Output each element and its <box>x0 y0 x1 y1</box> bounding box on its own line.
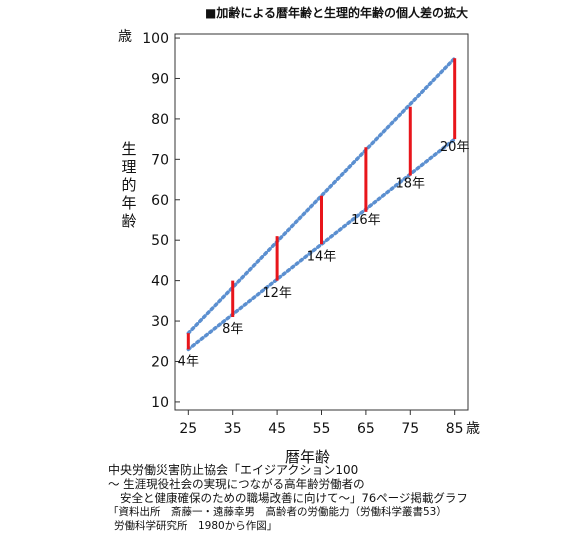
x-tick-label: 45 <box>268 421 286 437</box>
gap-label: 16年 <box>351 213 381 228</box>
y-tick-label: 90 <box>151 71 169 87</box>
x-tick-label: 25 <box>179 421 197 437</box>
gap-label: 14年 <box>307 249 337 264</box>
y-tick-label: 60 <box>151 193 169 209</box>
chart-title: ■加齢による暦年齢と生理的年齢の個人差の拡大 <box>205 6 468 20</box>
y-axis-unit: 歳 <box>118 29 132 45</box>
gap-label: 20年 <box>440 140 470 155</box>
x-axis-label: 暦年齢 <box>285 448 331 466</box>
gap-label: 18年 <box>396 177 426 192</box>
y-tick-label: 10 <box>151 395 169 411</box>
source-line-1: 中央労働災害防止協会「エイジアクション100 <box>108 463 359 477</box>
source-line-2: ～ 生涯現役社会の実現につながる高年齢労働者の <box>108 477 365 491</box>
y-tick-label: 20 <box>151 354 169 370</box>
x-tick-label: 65 <box>357 421 375 437</box>
x-tick-label: 85 <box>446 421 464 437</box>
gap-label: 4年 <box>178 355 199 370</box>
source-line-4: 「資料出所 斎藤一・遠藤幸男 高齢者の労働能力（労働科学叢書53） <box>108 506 447 518</box>
x-axis-unit: 歳 <box>466 421 480 437</box>
y-tick-label: 40 <box>151 274 169 290</box>
y-tick-label: 100 <box>142 31 169 47</box>
gap-label: 8年 <box>222 322 243 337</box>
x-tick-label: 55 <box>313 421 331 437</box>
x-tick-label: 75 <box>401 421 419 437</box>
source-line-5: 労働科学研究所 1980から作図」 <box>114 520 278 532</box>
y-tick-label: 50 <box>151 233 169 249</box>
y-tick-label: 30 <box>151 314 169 330</box>
source-line-3: 安全と健康確保のための職場改善に向けて～」76ページ掲載グラフ <box>120 491 468 505</box>
gap-label: 12年 <box>262 286 292 301</box>
y-axis-label: 生理的年齢 <box>121 140 137 230</box>
y-tick-label: 70 <box>151 152 169 168</box>
y-tick-label: 80 <box>151 112 169 128</box>
x-tick-label: 35 <box>224 421 242 437</box>
source-note: 中央労働災害防止協会「エイジアクション100 ～ 生涯現役社会の実現につながる高… <box>108 463 468 533</box>
